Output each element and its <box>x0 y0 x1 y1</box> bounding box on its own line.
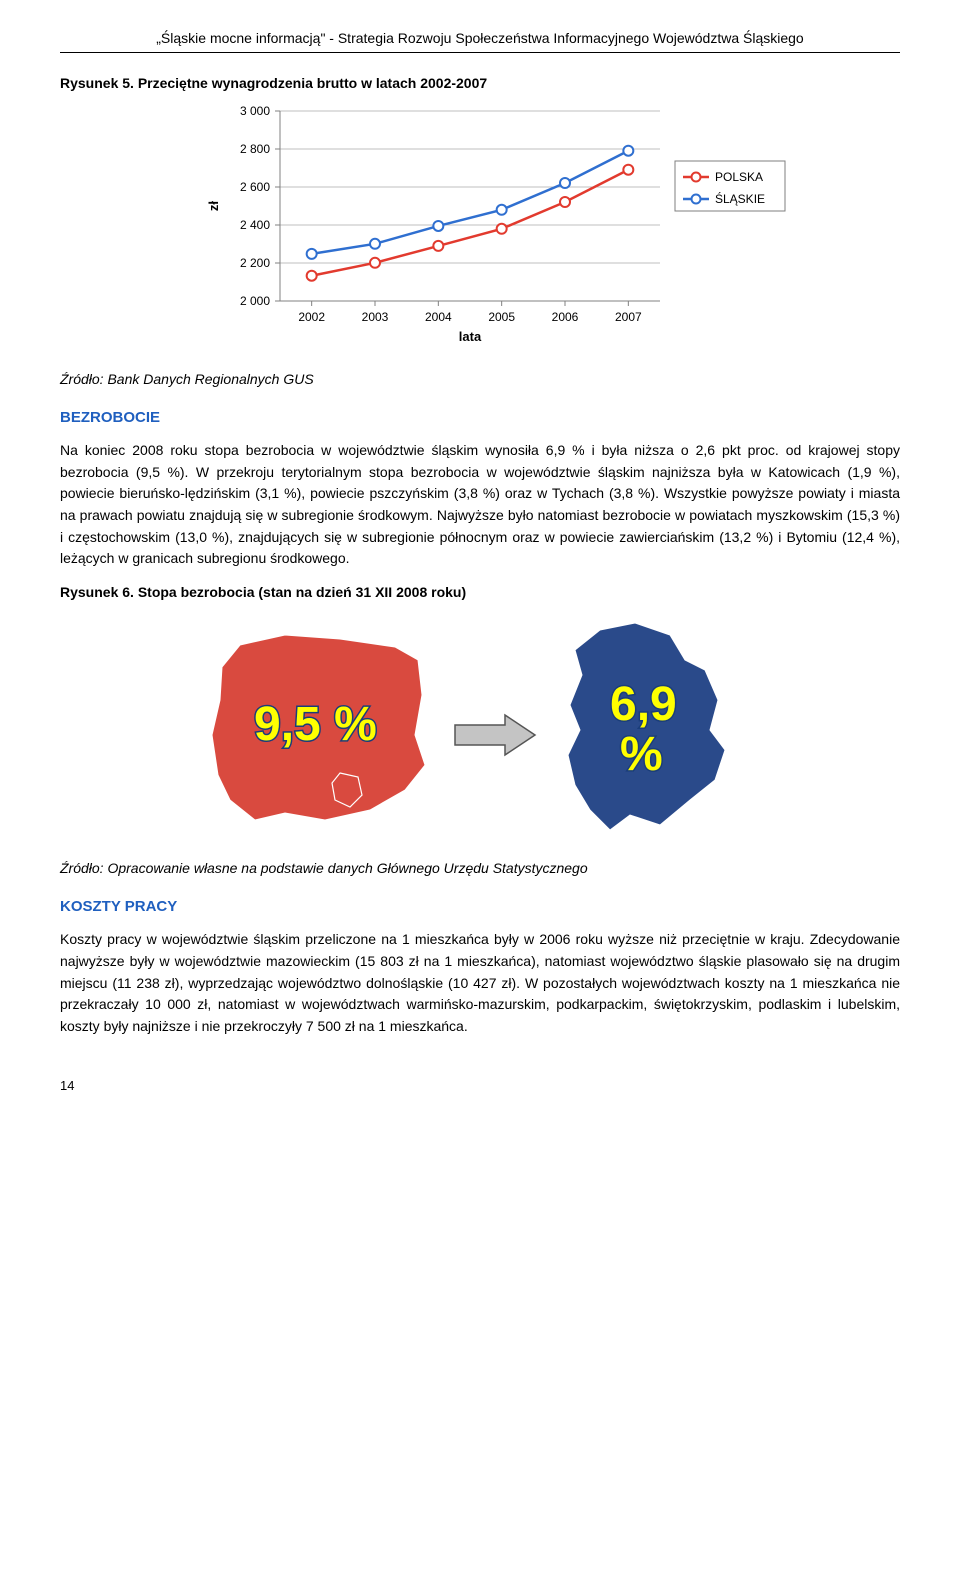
poland-percentage: 9,5 % <box>254 698 377 751</box>
koszty-text: Koszty pracy w województwie śląskim prze… <box>60 929 900 1037</box>
svg-text:2007: 2007 <box>615 310 642 324</box>
figure5-source: Źródło: Bank Danych Regionalnych GUS <box>60 371 900 387</box>
poland-map-icon: 9,5 % <box>200 625 440 835</box>
svg-text:2006: 2006 <box>552 310 579 324</box>
svg-text:zł: zł <box>206 201 221 212</box>
line-chart-svg: 2 000 2 200 2 400 2 600 2 800 3 000 2002 2003 20… <box>200 101 800 361</box>
svg-text:2005: 2005 <box>488 310 515 324</box>
bezrobocie-text: Na koniec 2008 roku stopa bezrobocia w w… <box>60 440 900 570</box>
svg-text:2 400: 2 400 <box>240 218 270 232</box>
page-header: „Śląskie mocne informacją" - Strategia R… <box>60 30 900 46</box>
silesia-percentage-top: 6,9 <box>610 678 677 731</box>
svg-text:lata: lata <box>459 329 482 344</box>
svg-text:2 800: 2 800 <box>240 142 270 156</box>
svg-text:3 000: 3 000 <box>240 104 270 118</box>
svg-text:POLSKA: POLSKA <box>715 170 763 184</box>
figure6-title: Rysunek 6. Stopa bezrobocia (stan na dzi… <box>60 584 900 600</box>
figure6-infographic: 9,5 % 6,9 % <box>170 610 790 840</box>
svg-text:ŚLĄSKIE: ŚLĄSKIE <box>715 191 765 206</box>
page-number: 14 <box>60 1078 900 1093</box>
svg-text:2 600: 2 600 <box>240 180 270 194</box>
silesia-map-icon: 6,9 % <box>540 615 750 845</box>
svg-text:2004: 2004 <box>425 310 452 324</box>
section-bezrobocie-heading: BEZROBOCIE <box>60 409 900 426</box>
figure6-source: Źródło: Opracowanie własne na podstawie … <box>60 860 900 876</box>
svg-text:2002: 2002 <box>298 310 325 324</box>
svg-text:2003: 2003 <box>362 310 389 324</box>
figure5-chart: 2 000 2 200 2 400 2 600 2 800 3 000 2002 2003 20… <box>200 101 800 361</box>
figure5-title: Rysunek 5. Przeciętne wynagrodzenia brut… <box>60 75 900 91</box>
svg-text:2 000: 2 000 <box>240 294 270 308</box>
svg-text:2 200: 2 200 <box>240 256 270 270</box>
silesia-percentage-bottom: % <box>620 728 663 781</box>
arrow-icon <box>450 710 540 760</box>
header-underline <box>60 52 900 53</box>
section-koszty-heading: KOSZTY PRACY <box>60 898 900 915</box>
